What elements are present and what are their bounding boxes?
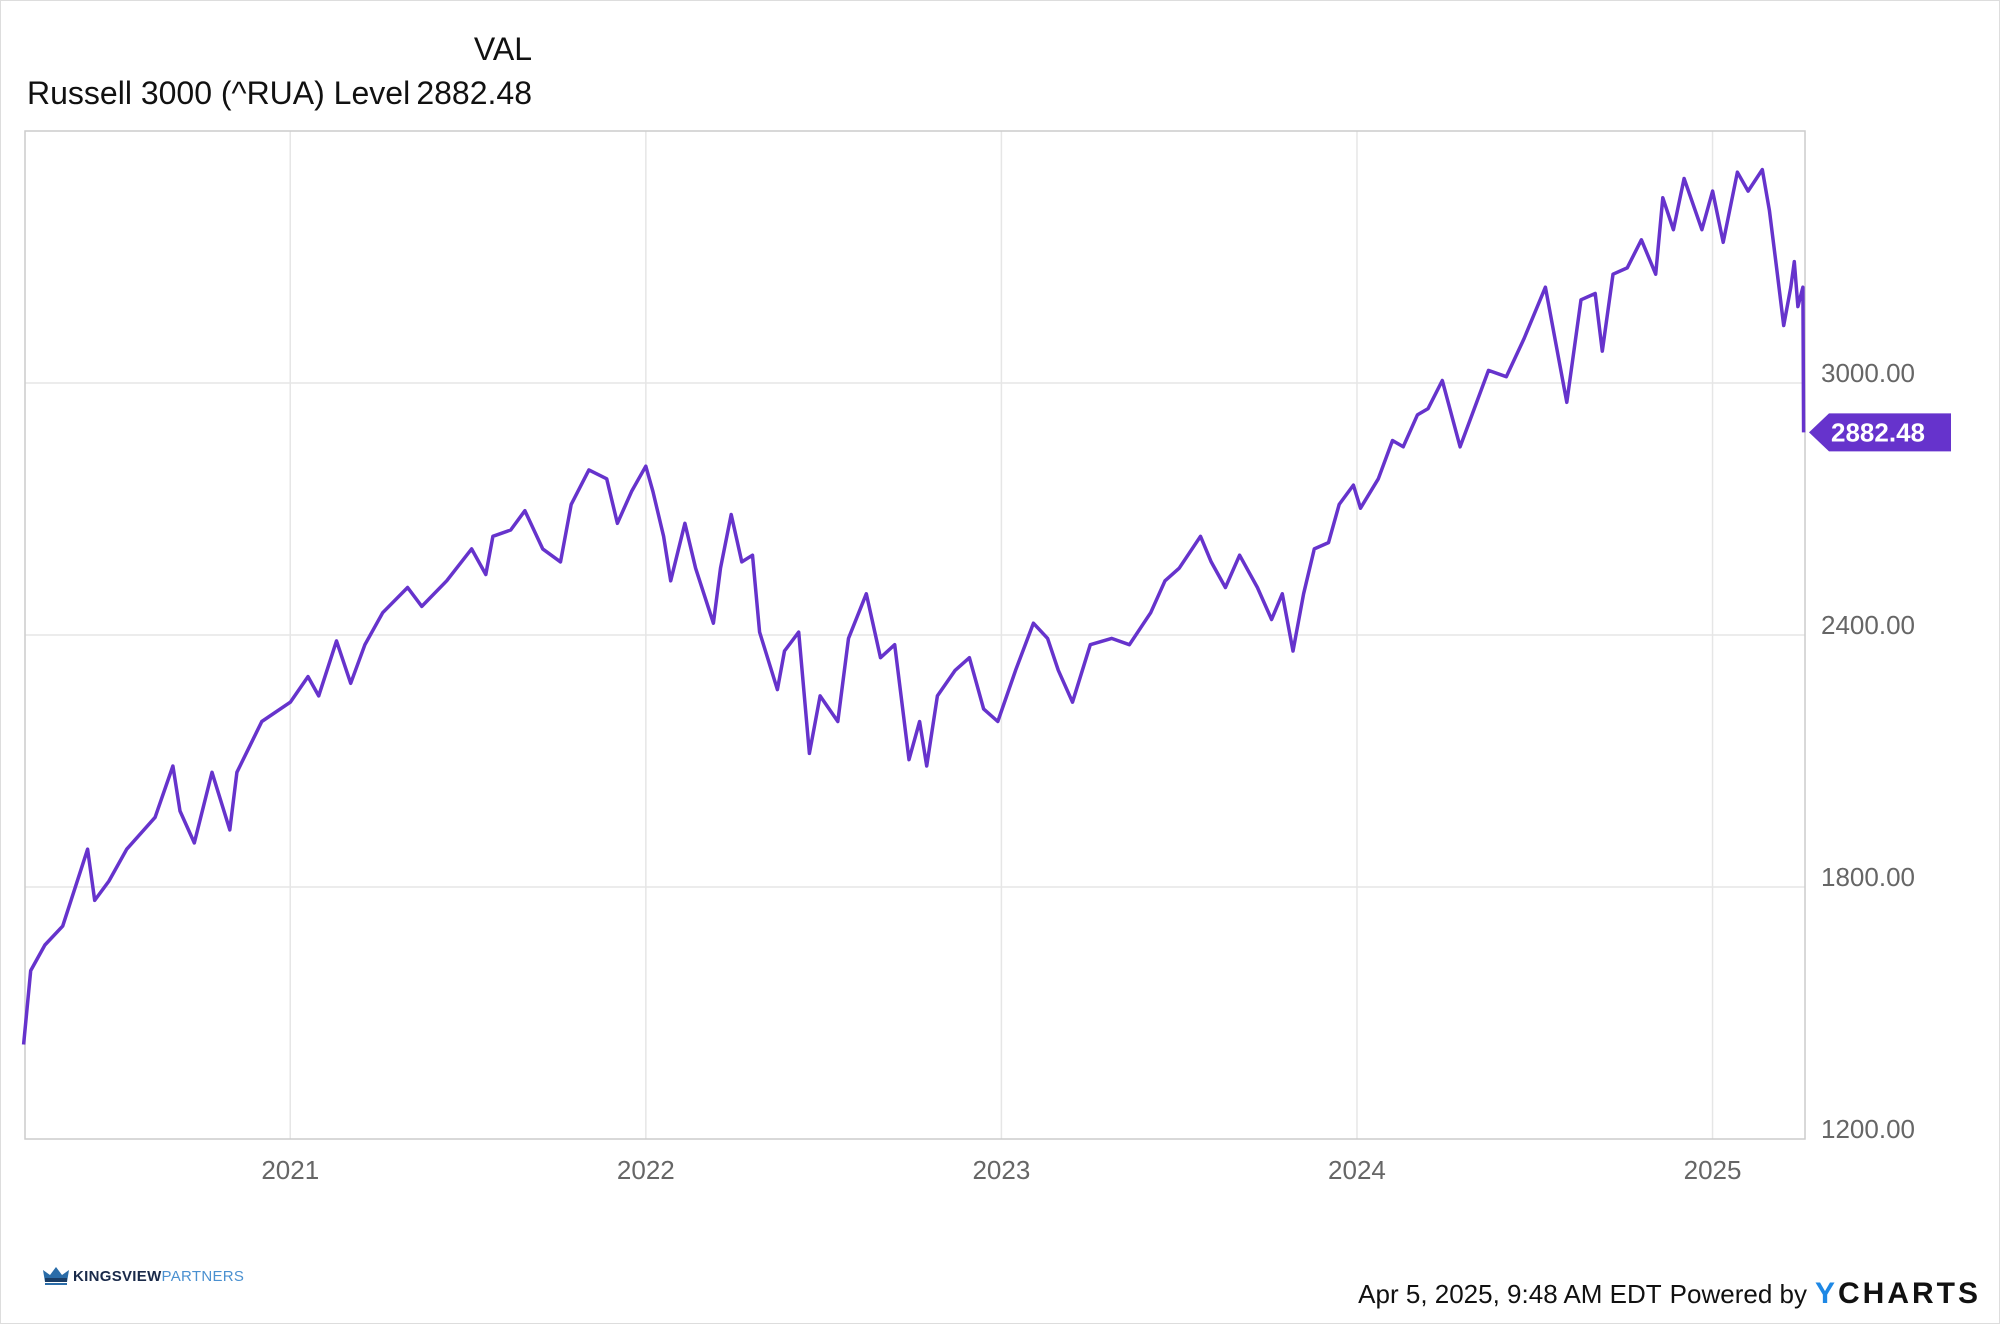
y-tick-label: 1200.00	[1821, 1114, 1915, 1144]
series-line	[21, 167, 1806, 1045]
y-tick-label: 3000.00	[1821, 358, 1915, 388]
powered-by: Powered by	[1669, 1278, 1807, 1309]
legend-series-value: 2882.48	[416, 75, 532, 111]
x-tick-label: 2023	[972, 1155, 1030, 1185]
logo-main: KINGSVIEW	[73, 1267, 162, 1285]
x-axis: 2021 2022 2023 2024 2025	[261, 1155, 1741, 1185]
legend-header: VAL	[473, 31, 532, 67]
footer-attribution: Apr 5, 2025, 9:48 AM EDT Powered by YCHA…	[1358, 1277, 1981, 1311]
legend-series-name: Russell 3000 (^RUA) Level	[27, 75, 411, 111]
grid	[25, 131, 1805, 1139]
x-tick-label: 2025	[1684, 1155, 1742, 1185]
x-tick-label: 2021	[261, 1155, 319, 1185]
last-value-label: 2882.48	[1831, 417, 1925, 447]
last-value-flag: 2882.48	[1809, 413, 1951, 452]
ycharts-logo[interactable]: YCHARTS	[1814, 1277, 1981, 1310]
y-tick-label: 1800.00	[1821, 862, 1915, 892]
last-value-flag-shape	[1809, 413, 1951, 452]
y-axis: 1200.00 1800.00 2400.00 3000.00	[1821, 358, 1915, 1144]
x-tick-label: 2022	[617, 1155, 675, 1185]
timestamp: Apr 5, 2025, 9:48 AM EDT	[1358, 1278, 1662, 1309]
y-tick-label: 2400.00	[1821, 610, 1915, 640]
x-tick-label: 2024	[1328, 1155, 1386, 1185]
logo-sub: PARTNERS	[161, 1267, 245, 1285]
plot-area-border	[24, 130, 1806, 1140]
kingsview-logo: KINGSVIEW PARTNERS	[43, 1267, 244, 1285]
crown-icon	[43, 1267, 69, 1285]
